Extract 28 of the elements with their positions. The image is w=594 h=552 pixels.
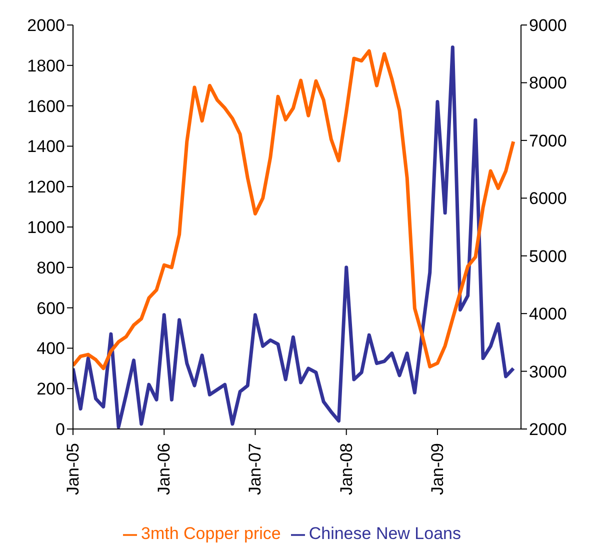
y-tick-label: 0	[56, 420, 65, 440]
y2-tick-label: 5000	[529, 246, 567, 266]
y2-tick-label: 8000	[529, 74, 567, 93]
line-series	[73, 49, 516, 370]
x-tick-label: Jan-07	[246, 443, 265, 495]
x-tick-label: Jan-08	[336, 443, 356, 495]
y2-tick-label: 7000	[529, 131, 567, 150]
y-tick-label: 600	[36, 298, 65, 318]
y2-tick-label: 3000	[529, 362, 567, 382]
x-tick-label: Jan-05	[64, 443, 82, 495]
y-tick-label: 400	[36, 339, 65, 358]
y-tick-label: 1000	[27, 218, 65, 238]
y-tick-label: 2000	[27, 16, 65, 36]
y-tick-label: 800	[36, 258, 65, 278]
y2-tick-label: 2000	[529, 420, 567, 440]
legend-label: Chinese New Loans	[308, 524, 461, 543]
y2-tick-label: 4000	[529, 304, 567, 324]
line-series	[73, 45, 516, 429]
y2-tick-label: 6000	[529, 189, 567, 208]
y-tick-label: 1400	[27, 137, 65, 156]
x-tick-label: Jan-09	[428, 443, 447, 495]
y-tick-label: 1600	[27, 96, 65, 116]
x-tick-label: Jan-06	[154, 443, 174, 495]
y-tick-label: 1800	[27, 56, 65, 76]
legend-label: 3mth Copper price	[141, 524, 281, 543]
y-tick-label: 200	[36, 380, 65, 399]
y2-tick-label: 9000	[529, 16, 567, 36]
y-tick-label: 1200	[27, 178, 65, 197]
